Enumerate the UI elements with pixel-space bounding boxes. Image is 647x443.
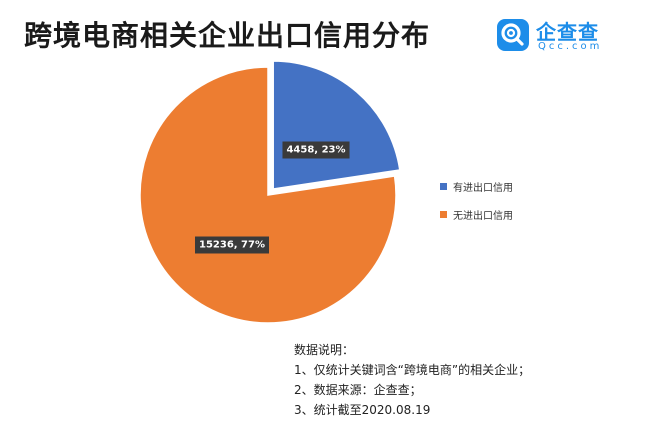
brand-name: 企查查 [536,20,599,44]
notes-line: 3、统计截至2020.08.19 [294,403,431,417]
brand-logo-block: 企查查 Qcc.com [496,16,616,56]
legend-item-without-credit: 无进出口信用 [440,206,513,222]
legend-label: 有进出口信用 [453,182,513,194]
legend-swatch-blue [440,182,447,190]
pie-slice [272,60,401,190]
data-label-text: 15236, 77% [199,240,265,251]
legend-item-with-credit: 有进出口信用 [440,178,513,194]
data-notes: 数据说明： 1、仅统计关键词含“跨境电商”的相关企业； 2、数据来源：企查查； … [294,340,530,420]
data-label-text: 4458, 23% [286,145,345,156]
pie-slice [139,66,397,324]
brand-domain: Qcc.com [538,41,603,52]
data-label: 15236, 77% [194,236,270,254]
data-label: 4458, 23% [282,141,350,159]
chart-title: 跨境电商相关企业出口信用分布 [24,19,431,52]
data-label-box [194,236,270,254]
chart-legend: 有进出口信用 无进出口信用 [440,178,513,234]
notes-line: 1、仅统计关键词含“跨境电商”的相关企业； [294,363,531,377]
notes-heading: 数据说明： [294,343,355,357]
qcc-logo-icon [497,19,529,51]
legend-swatch-orange [440,210,447,218]
legend-label: 无进出口信用 [453,210,513,222]
data-label-box [282,141,350,159]
notes-line: 2、数据来源：企查查； [294,383,422,397]
